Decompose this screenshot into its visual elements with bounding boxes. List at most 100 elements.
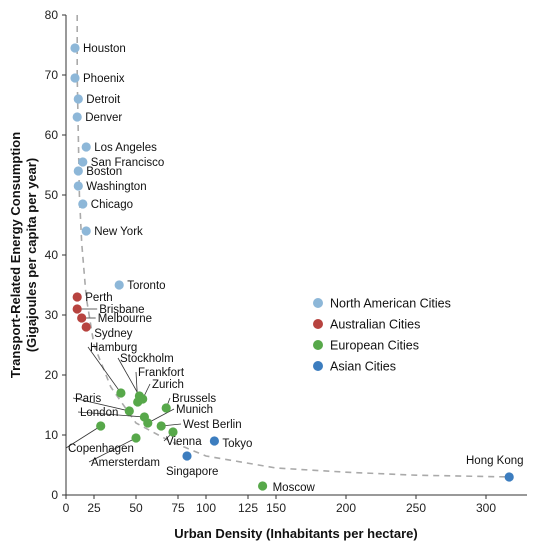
- legend-swatch-european-cities: [313, 340, 323, 350]
- point-moscow: [258, 481, 268, 491]
- label-zurich: Zurich: [152, 379, 184, 391]
- leader-line-london: [77, 411, 145, 418]
- y-tick-label: 70: [45, 68, 59, 82]
- point-phoenix: [70, 73, 80, 83]
- point-san-francisco: [78, 157, 88, 167]
- label-hong-kong: Hong Kong: [466, 455, 524, 467]
- point-copenhagen: [96, 421, 106, 431]
- leader-line-stockholm: [117, 357, 140, 397]
- point-denver: [72, 112, 82, 122]
- x-tick-label: 300: [476, 501, 496, 515]
- point-hong-kong: [504, 472, 514, 482]
- legend-swatch-australian-cities: [313, 319, 323, 329]
- y-tick-label: 20: [45, 368, 59, 382]
- leader-line-hamburg: [87, 346, 122, 394]
- legend-swatch-asian-cities: [313, 361, 323, 371]
- label-moscow: Moscow: [273, 482, 316, 494]
- point-detroit: [73, 94, 83, 104]
- label-tokyo: Tokyo: [222, 438, 252, 450]
- point-zurich: [138, 394, 148, 404]
- label-denver: Denver: [85, 112, 122, 124]
- label-amersterdam: Amersterdam: [91, 457, 160, 469]
- point-perth: [72, 292, 82, 302]
- x-tick-label: 25: [87, 501, 101, 515]
- label-toronto: Toronto: [127, 280, 165, 292]
- label-san-francisco: San Francisco: [91, 157, 165, 169]
- point-melbourne: [77, 313, 87, 323]
- x-tick-label: 0: [63, 501, 70, 515]
- x-tick-label: 75: [171, 501, 185, 515]
- point-brussels: [161, 403, 171, 413]
- point-new-york: [81, 226, 91, 236]
- trend-layer: [76, 15, 514, 478]
- point-los-angeles: [81, 142, 91, 152]
- y-tick-label: 0: [51, 488, 58, 502]
- x-tick-label: 125: [238, 501, 258, 515]
- points-layer: [70, 43, 514, 491]
- label-detroit: Detroit: [86, 94, 121, 106]
- point-amersterdam: [131, 433, 141, 443]
- y-tick-label: 30: [45, 308, 59, 322]
- y-axis-title-line1: Transport-Related Energy Consumption: [8, 132, 23, 378]
- point-sydney: [81, 322, 91, 332]
- y-tick-label: 60: [45, 128, 59, 142]
- point-houston: [70, 43, 80, 53]
- label-london: London: [80, 407, 118, 419]
- point-vienna: [168, 427, 178, 437]
- label-boston: Boston: [86, 166, 122, 178]
- label-new-york: New York: [94, 226, 143, 238]
- label-stockholm: Stockholm: [120, 353, 174, 365]
- label-chicago: Chicago: [91, 199, 133, 211]
- label-copenhagen: Copenhagen: [68, 443, 134, 455]
- point-boston: [73, 166, 83, 176]
- point-munich: [143, 418, 153, 428]
- point-brisbane: [72, 304, 82, 314]
- ticks-layer: 0 25 50 75 100 125 150 200 250 300 0 10 20 30 40 50 60 70…: [45, 8, 497, 515]
- leader-line-copenhagen: [65, 425, 101, 449]
- label-brussels: Brussels: [172, 393, 216, 405]
- label-singapore: Singapore: [166, 466, 218, 478]
- label-washington: Washington: [86, 181, 146, 193]
- x-tick-label: 100: [196, 501, 216, 515]
- point-chicago: [78, 199, 88, 209]
- legend-label-asian-cities: Asian Cities: [330, 360, 396, 374]
- label-brisbane: Brisbane: [99, 304, 144, 316]
- x-tick-label: 250: [406, 501, 426, 515]
- point-hamburg: [116, 388, 126, 398]
- point-washington: [73, 181, 83, 191]
- label-perth: Perth: [85, 292, 113, 304]
- label-paris: Paris: [75, 393, 101, 405]
- x-axis-title: Urban Density (Inhabitants per hectare): [174, 526, 417, 541]
- leader-line-munich: [147, 408, 175, 424]
- leader-line-amersterdam: [88, 437, 137, 463]
- x-tick-label: 50: [129, 501, 143, 515]
- point-singapore: [182, 451, 192, 461]
- label-melbourne: Melbourne: [98, 313, 152, 325]
- y-tick-label: 40: [45, 248, 59, 262]
- label-west-berlin: West Berlin: [183, 419, 242, 431]
- label-munich: Munich: [176, 404, 213, 416]
- y-tick-label: 50: [45, 188, 59, 202]
- legend-label-north-american-cities: North American Cities: [330, 297, 451, 311]
- label-los-angeles: Los Angeles: [94, 142, 157, 154]
- y-axis-title-line2: (Gigajoules per capita per year): [24, 158, 39, 352]
- point-tokyo: [209, 436, 219, 446]
- label-phoenix: Phoenix: [83, 73, 125, 85]
- x-tick-label: 150: [266, 501, 286, 515]
- trend-curve: [76, 15, 514, 478]
- point-west-berlin: [156, 421, 166, 431]
- label-frankfort: Frankfort: [138, 367, 185, 379]
- legend-swatch-north-american-cities: [313, 298, 323, 308]
- label-vienna: Vienna: [166, 436, 202, 448]
- legend: North American Cities Australian Cities Eu…: [313, 297, 451, 374]
- point-paris: [124, 406, 134, 416]
- y-tick-label: 80: [45, 8, 59, 22]
- label-hamburg: Hamburg: [90, 342, 137, 354]
- label-sydney: Sydney: [94, 328, 133, 340]
- point-toronto: [114, 280, 124, 290]
- legend-label-australian-cities: Australian Cities: [330, 318, 420, 332]
- legend-label-european-cities: European Cities: [330, 339, 419, 353]
- label-houston: Houston: [83, 43, 126, 55]
- leader-line-paris: [72, 397, 130, 412]
